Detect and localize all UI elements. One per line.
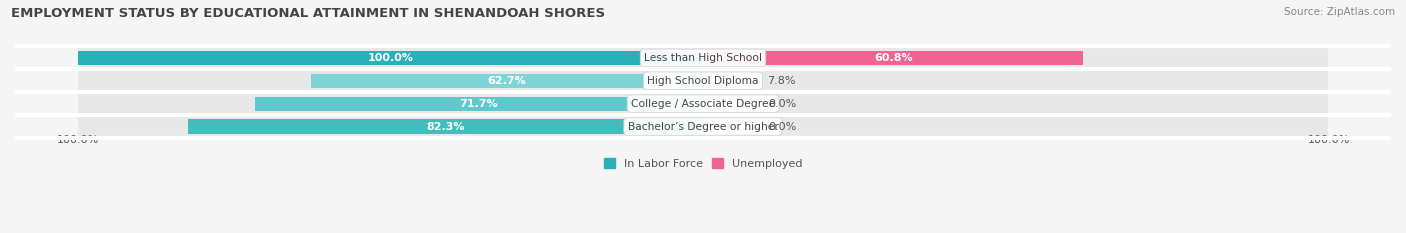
Text: College / Associate Degree: College / Associate Degree bbox=[631, 99, 775, 109]
Text: 0.0%: 0.0% bbox=[769, 99, 797, 109]
Text: 100.0%: 100.0% bbox=[56, 135, 98, 145]
Text: 100.0%: 100.0% bbox=[367, 53, 413, 63]
Text: Bachelor’s Degree or higher: Bachelor’s Degree or higher bbox=[627, 122, 779, 131]
Text: High School Diploma: High School Diploma bbox=[647, 76, 759, 86]
Bar bbox=[77, 51, 703, 65]
Bar bbox=[703, 48, 1329, 67]
Text: 7.8%: 7.8% bbox=[768, 76, 796, 86]
Text: 100.0%: 100.0% bbox=[1308, 135, 1350, 145]
Bar bbox=[77, 117, 703, 136]
Text: 62.7%: 62.7% bbox=[488, 76, 526, 86]
Text: 71.7%: 71.7% bbox=[460, 99, 498, 109]
Text: Less than High School: Less than High School bbox=[644, 53, 762, 63]
Bar bbox=[77, 94, 703, 113]
Text: EMPLOYMENT STATUS BY EDUCATIONAL ATTAINMENT IN SHENANDOAH SHORES: EMPLOYMENT STATUS BY EDUCATIONAL ATTAINM… bbox=[11, 7, 606, 20]
Text: 0.0%: 0.0% bbox=[769, 122, 797, 131]
Text: Source: ZipAtlas.com: Source: ZipAtlas.com bbox=[1284, 7, 1395, 17]
Text: 60.8%: 60.8% bbox=[873, 53, 912, 63]
Bar bbox=[703, 74, 752, 88]
Bar bbox=[311, 74, 703, 88]
Bar bbox=[254, 96, 703, 111]
Bar bbox=[77, 71, 703, 90]
Bar bbox=[703, 71, 1329, 90]
Bar bbox=[77, 48, 703, 67]
Bar bbox=[188, 120, 703, 134]
Bar bbox=[703, 120, 754, 134]
Text: 82.3%: 82.3% bbox=[426, 122, 465, 131]
Bar bbox=[703, 117, 1329, 136]
Bar bbox=[703, 51, 1083, 65]
Bar bbox=[703, 94, 1329, 113]
Bar bbox=[703, 96, 754, 111]
Legend: In Labor Force, Unemployed: In Labor Force, Unemployed bbox=[599, 154, 807, 173]
